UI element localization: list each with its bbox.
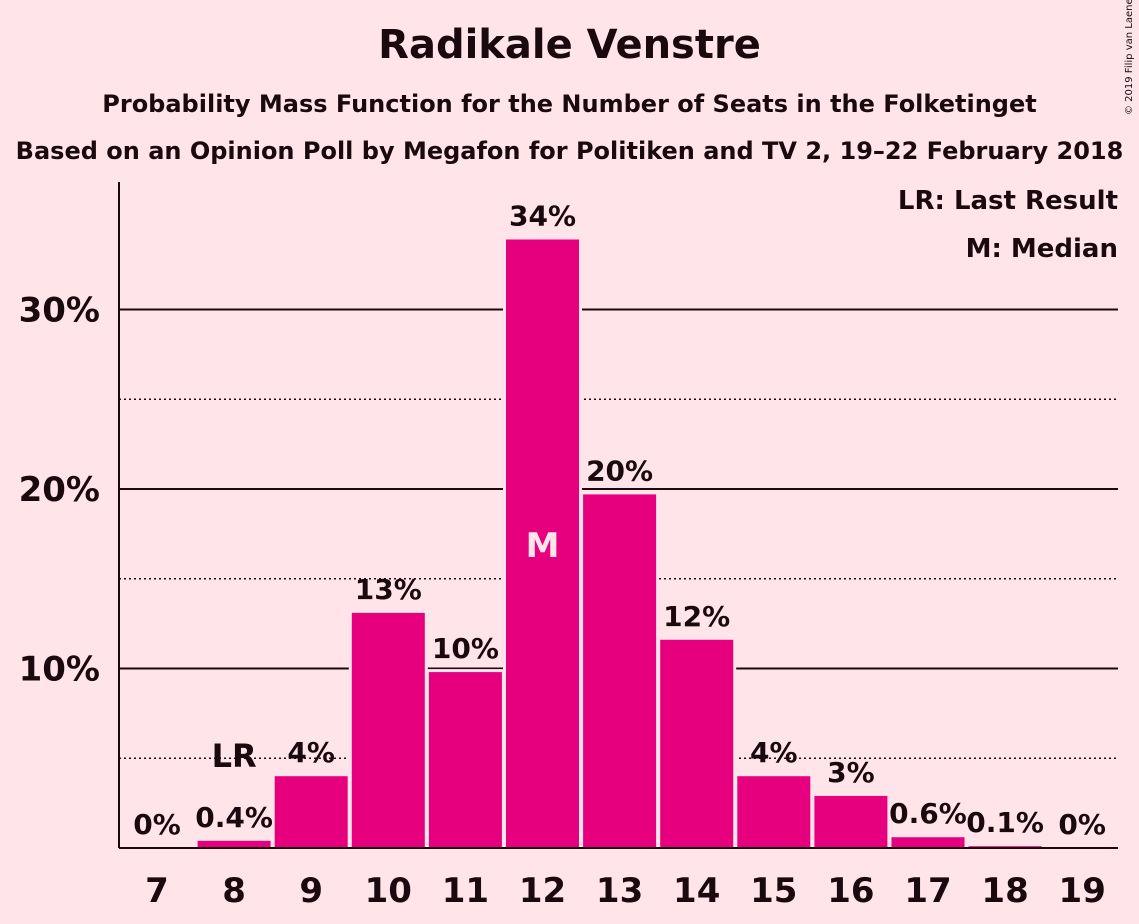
chart-source-note: Based on an Opinion Poll by Megafon for … bbox=[15, 137, 1124, 165]
bar-value-label: 0.4% bbox=[195, 801, 273, 834]
x-tick-label: 17 bbox=[904, 871, 951, 911]
bar-value-label: 0% bbox=[133, 808, 181, 841]
bar bbox=[506, 239, 579, 848]
last-result-marker: LR bbox=[212, 737, 257, 775]
bar-value-label: 3% bbox=[827, 756, 875, 789]
bar bbox=[814, 795, 888, 848]
x-tick-label: 8 bbox=[222, 871, 246, 911]
x-tick-label: 15 bbox=[750, 871, 797, 911]
bar bbox=[351, 612, 425, 848]
x-tick-label: 9 bbox=[299, 871, 323, 911]
x-tick-label: 18 bbox=[981, 871, 1028, 911]
x-tick-label: 19 bbox=[1059, 871, 1106, 911]
bar-value-label: 0% bbox=[1058, 808, 1106, 841]
legend-median: M: Median bbox=[966, 234, 1118, 264]
bar-value-label: 0.1% bbox=[966, 806, 1044, 839]
bar-value-label: 4% bbox=[750, 736, 798, 769]
bar-value-label: 12% bbox=[663, 600, 730, 633]
bar bbox=[197, 840, 271, 848]
legend-last-result: LR: Last Result bbox=[898, 186, 1118, 216]
x-tick-label: 13 bbox=[596, 871, 643, 911]
bar bbox=[660, 639, 734, 848]
chart-subtitle: Probability Mass Function for the Number… bbox=[102, 90, 1037, 118]
bar-value-label: 13% bbox=[355, 573, 422, 606]
x-tick-label: 16 bbox=[827, 871, 874, 911]
x-tick-label: 10 bbox=[365, 871, 412, 911]
x-tick-label: 14 bbox=[673, 871, 720, 911]
bar-value-label: 4% bbox=[287, 736, 335, 769]
x-tick-label: 7 bbox=[145, 871, 169, 911]
bar bbox=[891, 837, 965, 848]
gridlines bbox=[119, 308, 1118, 759]
bar bbox=[737, 776, 811, 848]
y-tick-label: 30% bbox=[19, 291, 100, 331]
bar-halo bbox=[965, 843, 1045, 848]
chart-title: Radikale Venstre bbox=[378, 22, 761, 68]
y-tick-label: 10% bbox=[19, 650, 100, 690]
axes: 10% 20% 30% 7 8 9 10 11 12 13 14 15 16 17 18 19 bbox=[19, 182, 1118, 911]
bar bbox=[274, 776, 348, 848]
bar-value-label: 0.6% bbox=[889, 797, 967, 830]
x-tick-label: 12 bbox=[519, 871, 566, 911]
bar bbox=[428, 672, 502, 848]
median-marker: M bbox=[526, 526, 560, 566]
bar-value-label: 34% bbox=[509, 199, 576, 232]
value-labels: 0% 0.4% LR 4% 13% 10% 34% M 20% 12% 4% 3% 0.6% 0.1% 0% bbox=[133, 199, 1106, 841]
bar-value-label: 20% bbox=[586, 454, 653, 487]
y-tick-label: 20% bbox=[19, 470, 100, 510]
bars bbox=[194, 236, 1045, 848]
x-tick-label: 11 bbox=[442, 871, 489, 911]
bar-value-label: 10% bbox=[432, 632, 499, 665]
bar bbox=[583, 494, 657, 848]
